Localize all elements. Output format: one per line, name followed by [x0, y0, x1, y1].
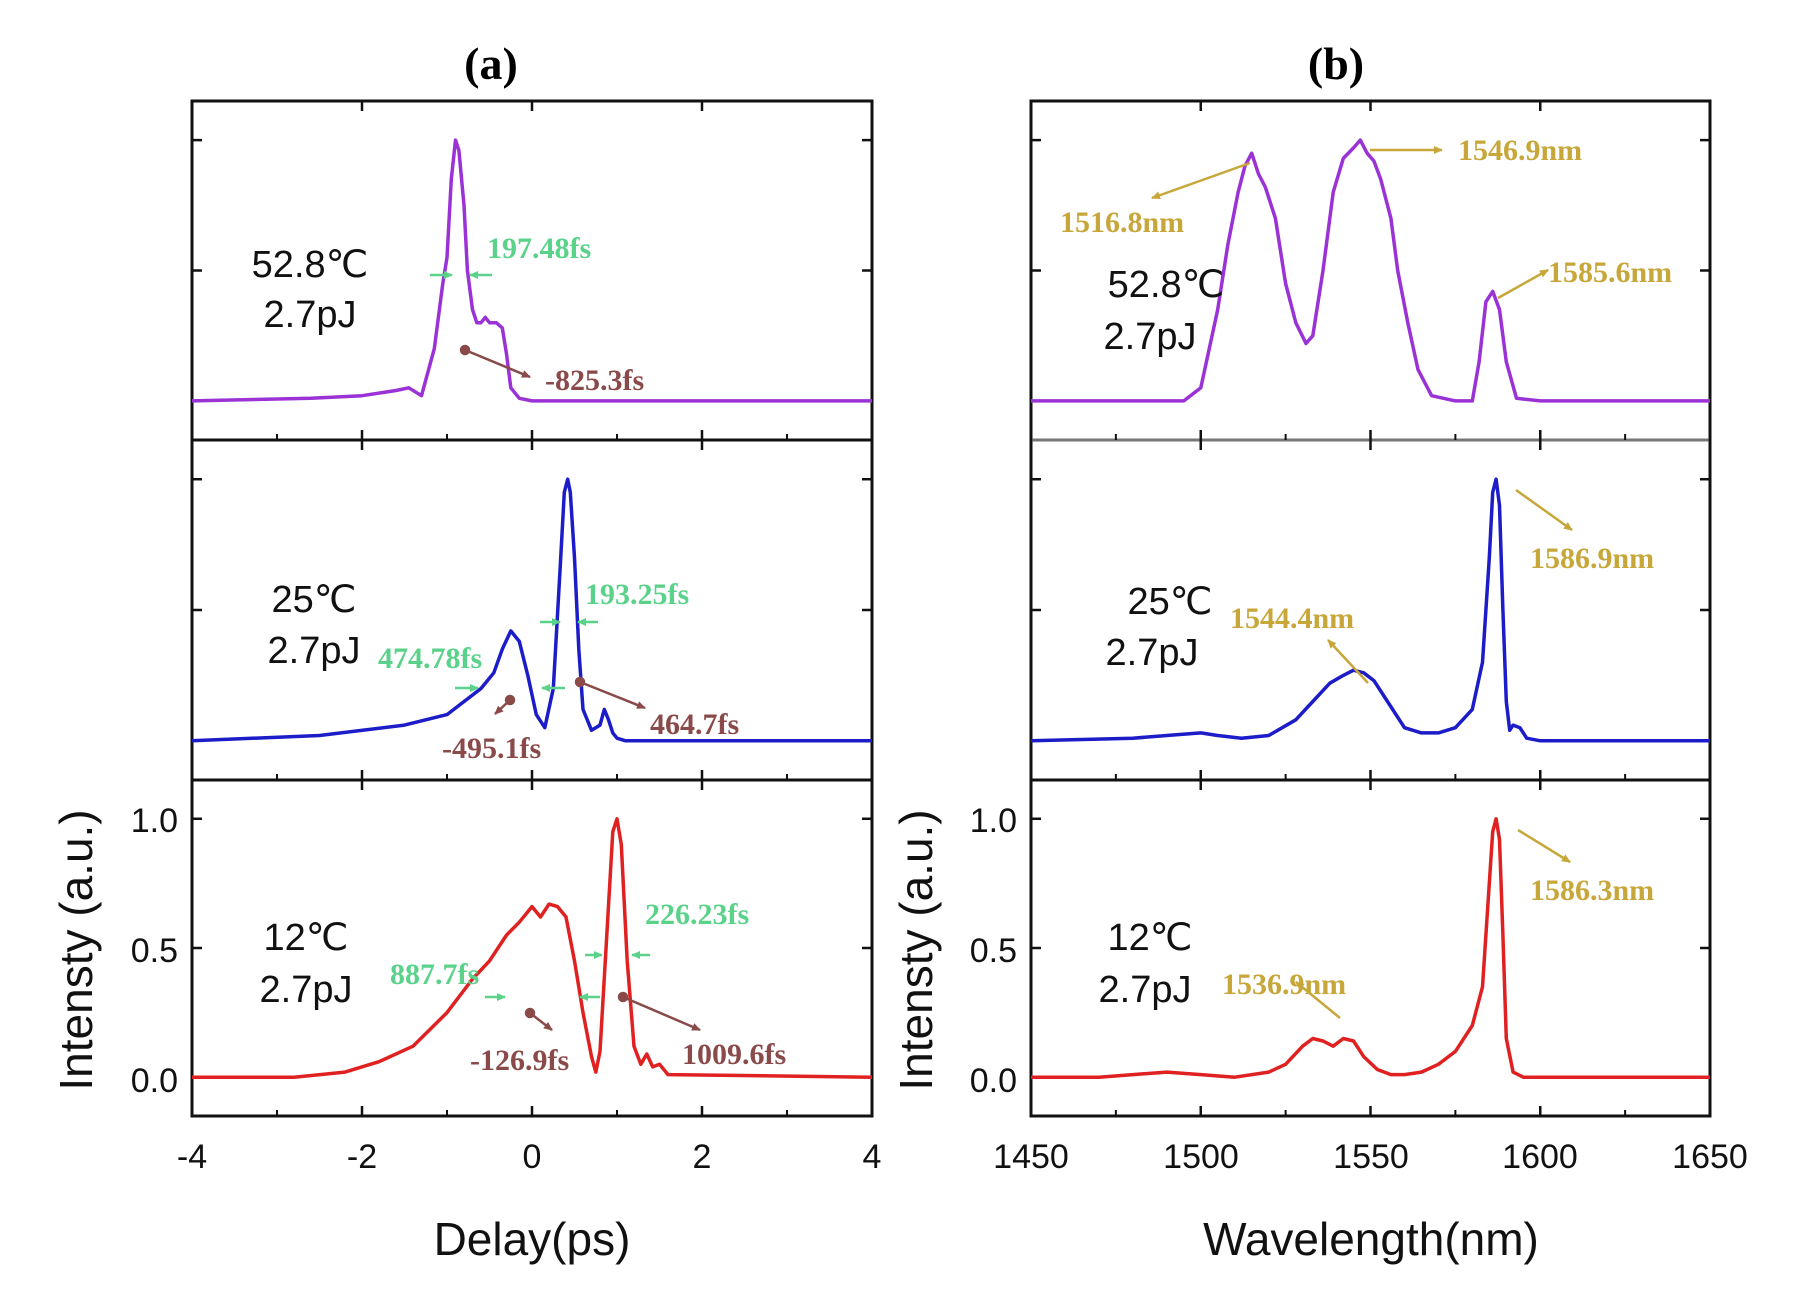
panel-a-series [191, 138, 873, 1079]
peak-label-a-12c-left: -126.9fs [470, 1044, 569, 1077]
peak-label-a-52-8c: -825.3fs [545, 364, 644, 397]
wavelength-label-b-52-8c-center: 1546.9nm [1458, 134, 1582, 167]
series-line-b-12c [1031, 817, 1710, 1079]
condition-label-a-25c-temp: 25℃ [272, 579, 357, 621]
panel-a-title: (a) [464, 38, 518, 89]
wavelength-label-b-12c-left: 1536.9nm [1222, 968, 1346, 1001]
fwhm-label-a-12c-side: 887.7fs [390, 958, 479, 991]
panel-b-title: (b) [1308, 38, 1364, 89]
fwhm-label-a-25c-side: 474.78fs [378, 642, 482, 675]
condition-label-a-25c-energy: 2.7pJ [268, 630, 361, 672]
y-axis-label-b: Intensty (a.u.) [890, 809, 942, 1090]
wavelength-label-b-52-8c-right: 1585.6nm [1548, 256, 1672, 289]
wavelength-label-b-52-8c-left: 1516.8nm [1060, 206, 1184, 239]
panel-b-ticks [1029, 101, 1712, 1116]
y-tick-label-b: 0.0 [970, 1062, 1017, 1100]
condition-label-a-12c-energy: 2.7pJ [260, 969, 353, 1011]
x-tick-label-a: 4 [863, 1138, 882, 1176]
peak-label-a-12c-right: 1009.6fs [682, 1038, 786, 1071]
panel-a-annotation-arrows [430, 271, 701, 1032]
y-tick-label-b: 0.5 [970, 932, 1017, 970]
x-axis-label-a: Delay(ps) [434, 1213, 631, 1265]
series-line-a-25c [191, 477, 872, 743]
condition-label-b-25c-energy: 2.7pJ [1106, 632, 1199, 674]
condition-label-a-52-8c-temp: 52.8℃ [252, 244, 369, 286]
peak-label-a-25c-right: 464.7fs [650, 708, 739, 741]
panel-a-ticks [190, 101, 874, 1116]
wavelength-label-b-12c-right: 1586.3nm [1530, 874, 1654, 907]
y-tick-label-a: 1.0 [131, 802, 178, 840]
x-tick-label-a: 2 [693, 1138, 712, 1176]
y-tick-label-a: 0.0 [131, 1062, 178, 1100]
x-tick-label-b: 1550 [1333, 1138, 1409, 1176]
series-line-a-52-8c [191, 138, 872, 403]
wavelength-label-b-25c-right: 1586.9nm [1530, 542, 1654, 575]
condition-label-a-52-8c-energy: 2.7pJ [264, 294, 357, 336]
y-tick-label-b: 1.0 [970, 802, 1017, 840]
fwhm-label-a-52-8c: 197.48fs [487, 232, 591, 265]
x-tick-label-a: 0 [523, 1138, 542, 1176]
x-tick-label-b: 1600 [1502, 1138, 1578, 1176]
condition-label-b-25c-temp: 25℃ [1128, 581, 1213, 623]
y-tick-label-a: 0.5 [131, 932, 178, 970]
x-tick-label-b: 1450 [993, 1138, 1069, 1176]
condition-label-b-52-8c-temp: 52.8℃ [1108, 264, 1225, 306]
x-tick-label-b: 1500 [1163, 1138, 1239, 1176]
x-tick-label-b: 1650 [1672, 1138, 1748, 1176]
series-line-b-25c [1030, 477, 1710, 743]
condition-label-a-12c-temp: 12℃ [264, 917, 349, 959]
condition-label-b-12c-temp: 12℃ [1108, 917, 1193, 959]
condition-label-b-12c-energy: 2.7pJ [1099, 969, 1192, 1011]
panel-b-annotation-arrows [1151, 146, 1573, 1019]
wavelength-label-b-25c-left: 1544.4nm [1230, 602, 1354, 635]
x-axis-label-b: Wavelength(nm) [1203, 1213, 1539, 1265]
series-line-a-12c [192, 817, 873, 1079]
fwhm-label-a-12c-main: 226.23fs [645, 898, 749, 931]
x-tick-label-a: -4 [177, 1138, 207, 1176]
x-tick-label-a: -2 [347, 1138, 377, 1176]
y-axis-label-a: Intensty (a.u.) [50, 809, 102, 1090]
condition-label-b-52-8c-energy: 2.7pJ [1104, 316, 1197, 358]
fwhm-label-a-25c-main: 193.25fs [585, 578, 689, 611]
peak-label-a-25c-left: -495.1fs [442, 732, 541, 765]
